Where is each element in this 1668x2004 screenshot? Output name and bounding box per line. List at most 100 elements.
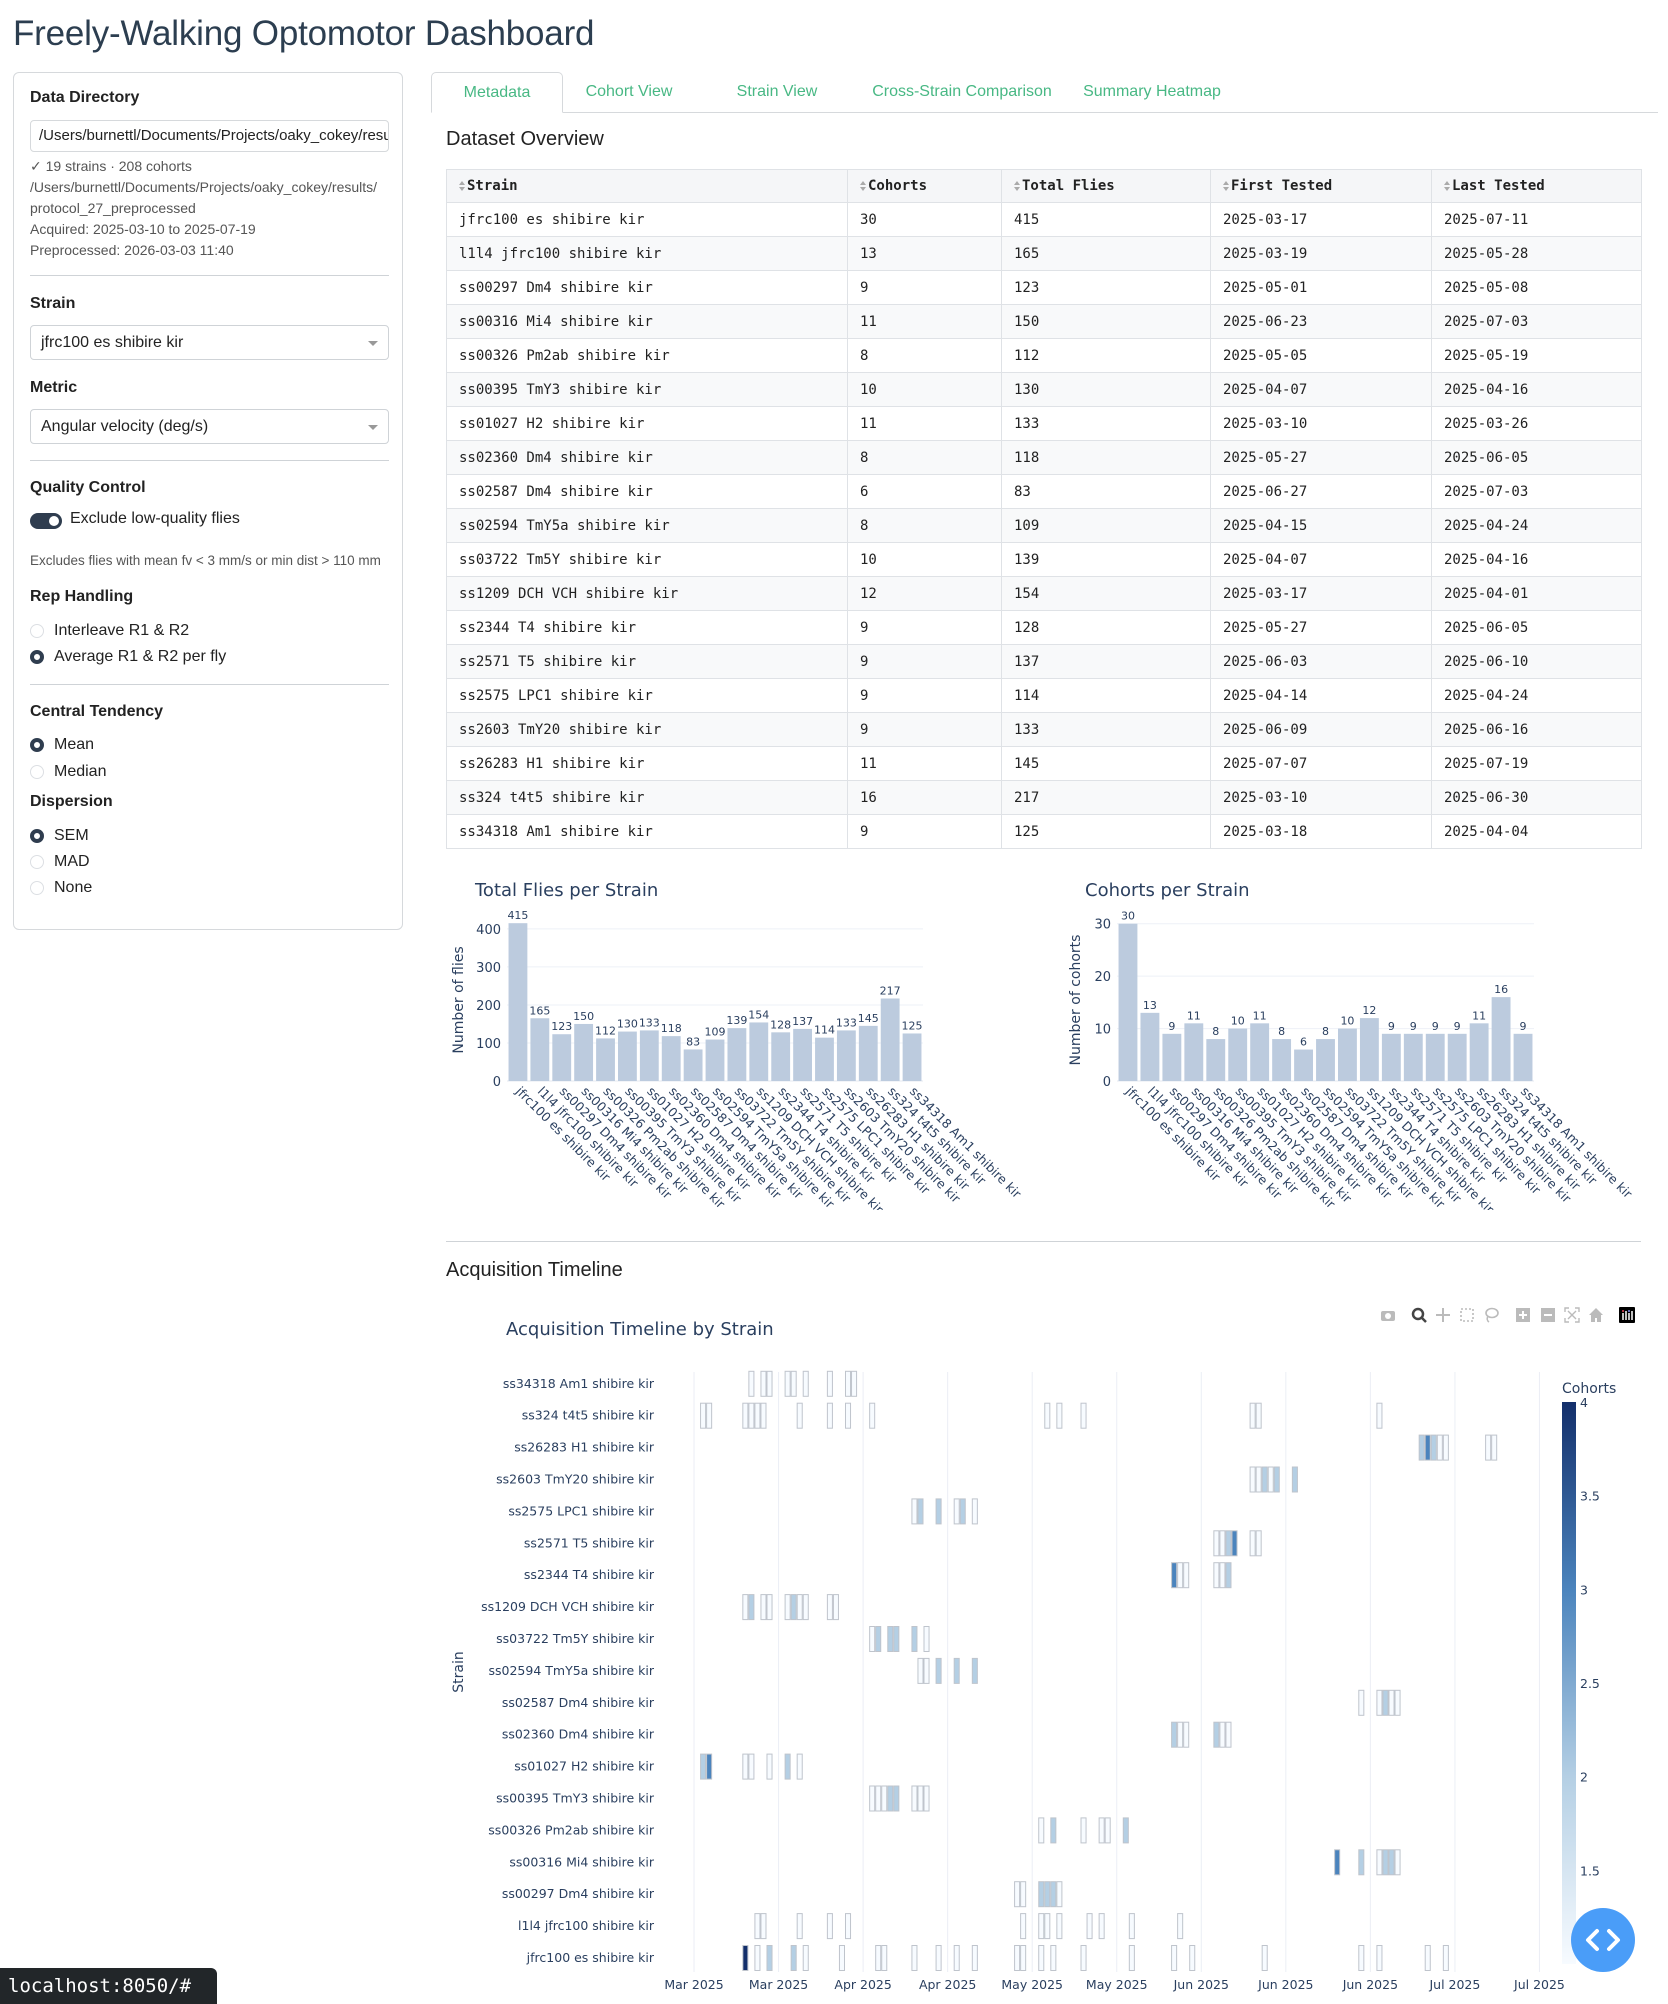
table-row[interactable]: ss34318 Am1 shibire kir 9 125 2025-03-18 202… [446,814,1642,849]
heatmap-cell[interactable] [802,1594,809,1621]
exclude-low-quality-toggle[interactable] [30,513,62,529]
heatmap-cell[interactable] [1098,1817,1105,1844]
heatmap-cell[interactable] [911,1945,918,1971]
heatmap-cell[interactable] [875,1785,882,1812]
heatmap-cell[interactable] [1038,1945,1045,1971]
heatmap-cell[interactable] [1056,1913,1063,1940]
bar[interactable] [639,1030,659,1081]
heatmap-cell[interactable] [1442,1945,1449,1971]
radio-button-icon[interactable] [30,765,44,779]
column-header-cohorts[interactable]: Cohorts [847,169,1002,203]
heatmap-cell[interactable] [1171,1562,1178,1589]
table-row[interactable]: ss00326 Pm2ab shibire kir 8 112 2025-05-05 2… [446,338,1642,373]
heatmap-cell[interactable] [1388,1849,1395,1876]
heatmap-cell[interactable] [875,1626,882,1652]
heatmap-cell[interactable] [826,1913,833,1940]
heatmap-cell[interactable] [1044,1913,1051,1940]
sort-icon[interactable] [1223,181,1229,191]
heatmap-cell[interactable] [766,1753,773,1780]
heatmap-cell[interactable] [887,1626,894,1652]
heatmap-cell[interactable] [917,1657,924,1684]
heatmap-cell[interactable] [742,1402,749,1429]
radio-button-icon[interactable] [30,829,44,843]
heatmap-cell[interactable] [790,1594,797,1621]
tab-cohort-view[interactable]: Cohort View [585,83,673,100]
heatmap-cell[interactable] [923,1785,930,1812]
heatmap-cell[interactable] [917,1498,924,1525]
heatmap-cell[interactable] [796,1913,803,1940]
heatmap-cell[interactable] [748,1594,755,1621]
heatmap-cell[interactable] [917,1785,924,1812]
heatmap-cell[interactable] [1213,1721,1220,1748]
heatmap-cell[interactable] [1044,1881,1051,1908]
heatmap-cell[interactable] [923,1626,930,1652]
heatmap-cell[interactable] [1056,1881,1063,1908]
table-row[interactable]: ss01027 H2 shibire kir 11 133 2025-03-10 202… [446,406,1642,441]
heatmap-cell[interactable] [1050,1881,1057,1908]
heatmap-cell[interactable] [1219,1530,1226,1557]
tab-cross-strain-comparison[interactable]: Cross-Strain Comparison [872,83,1052,100]
heatmap-cell[interactable] [796,1402,803,1429]
autoscale-icon[interactable] [1564,1307,1580,1323]
heatmap-cell[interactable] [1177,1562,1184,1589]
column-header-strain[interactable]: Strain [446,169,848,203]
heatmap-cell[interactable] [869,1626,876,1652]
heatmap-cell[interactable] [881,1785,888,1812]
heatmap-cell[interactable] [760,1913,767,1940]
heatmap-cell[interactable] [784,1594,791,1621]
heatmap-cell[interactable] [760,1402,767,1429]
heatmap-cell[interactable] [1056,1402,1063,1429]
sort-icon[interactable] [459,181,465,191]
heatmap-cell[interactable] [1261,1466,1268,1493]
bar[interactable] [1447,1033,1467,1081]
strain-select[interactable]: jfrc100 es shibire kir [30,325,389,360]
heatmap-cell[interactable] [971,1945,978,1971]
heatmap-cell[interactable] [1424,1945,1431,1971]
bar[interactable] [705,1039,725,1081]
heatmap-cell[interactable] [1436,1434,1443,1461]
heatmap-cell[interactable] [971,1498,978,1525]
heatmap-cell[interactable] [1098,1913,1105,1940]
heatmap-cell[interactable] [844,1370,852,1397]
bar[interactable] [771,1032,791,1081]
heatmap-cell[interactable] [1128,1945,1135,1971]
table-row[interactable]: ss324 t4t5 shibire kir 16 217 2025-03-10 202… [446,780,1642,815]
heatmap-cell[interactable] [851,1370,858,1397]
bar[interactable] [858,1025,878,1081]
heatmap-cell[interactable] [1050,1817,1057,1844]
table-row[interactable]: ss2575 LPC1 shibire kir 9 114 2025-04-14 202… [446,678,1642,713]
heatmap-cell[interactable] [784,1370,791,1397]
heatmap-cell[interactable] [754,1913,761,1940]
table-row[interactable]: ss02587 Dm4 shibire kir 6 83 2025-06-27 2025… [446,474,1642,509]
bar[interactable] [1228,1028,1248,1081]
heatmap-cell[interactable] [875,1945,882,1971]
heatmap-cell[interactable] [742,1594,749,1621]
heatmap-cell[interactable] [1358,1945,1365,1971]
heatmap-cell[interactable] [1183,1562,1190,1589]
heatmap-cell[interactable] [1255,1402,1262,1429]
heatmap-cell[interactable] [1104,1817,1111,1844]
heatmap-cell[interactable] [1388,1689,1395,1716]
heatmap-cell[interactable] [1231,1530,1238,1557]
heatmap-cell[interactable] [1177,1913,1184,1940]
table-row[interactable]: ss00316 Mi4 shibire kir 11 150 2025-06-23 20… [446,304,1642,339]
bar[interactable] [1381,1033,1401,1081]
heatmap-cell[interactable] [700,1402,707,1429]
heatmap-cell[interactable] [1249,1402,1256,1429]
heatmap-cell[interactable] [832,1594,839,1621]
heatmap-cell[interactable] [1382,1849,1389,1876]
zoom-out-icon[interactable] [1540,1307,1556,1323]
heatmap-cell[interactable] [844,1402,852,1429]
heatmap-cell[interactable] [802,1370,809,1397]
bar[interactable] [1162,1033,1182,1081]
heatmap-cell[interactable] [893,1626,900,1652]
heatmap-cell[interactable] [1171,1945,1178,1971]
pan-icon[interactable] [1435,1307,1451,1323]
bar[interactable] [1403,1033,1423,1081]
heatmap-cell[interactable] [911,1498,918,1525]
heatmap-cell[interactable] [911,1626,918,1652]
heatmap-cell[interactable] [1430,1434,1437,1461]
dev-tools-button[interactable] [1571,1908,1635,1972]
heatmap-cell[interactable] [1038,1913,1045,1940]
heatmap-cell[interactable] [1358,1689,1365,1716]
